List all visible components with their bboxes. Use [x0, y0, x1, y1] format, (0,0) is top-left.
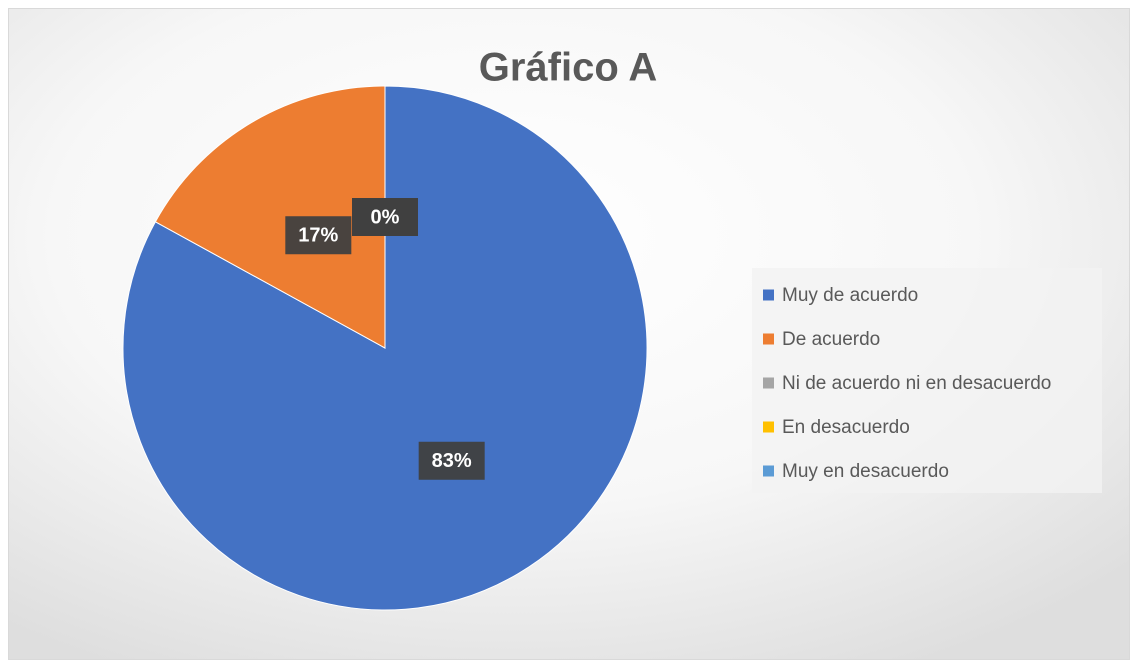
pie	[122, 85, 648, 611]
legend-swatch	[763, 421, 774, 433]
legend-swatch	[763, 289, 774, 301]
data-label: 83%	[432, 450, 472, 472]
data-labels: 83%17%0%0%0%	[285, 198, 485, 480]
pie-slice	[122, 85, 648, 611]
legend: Muy de acuerdo De acuerdo Ni de acuerdo ni…	[763, 285, 1051, 482]
legend-swatch	[763, 377, 774, 389]
legend-label: De acuerdo	[782, 329, 880, 350]
chart-title: Gráfico A	[479, 46, 658, 90]
data-label-box	[285, 216, 352, 255]
data-label-box	[418, 441, 485, 480]
legend-label: En desacuerdo	[782, 417, 910, 438]
legend-swatch	[763, 333, 774, 345]
data-label: 17%	[298, 225, 338, 247]
legend-swatch	[763, 465, 774, 477]
legend-label: Ni de acuerdo ni en desacuerdo	[782, 373, 1051, 394]
legend-label: Muy de acuerdo	[782, 285, 918, 306]
pie-slice	[154, 85, 386, 349]
data-label-box	[352, 198, 418, 236]
legend-label: Muy en desacuerdo	[782, 461, 949, 482]
legend-box	[752, 268, 1102, 493]
data-label: 0%	[371, 206, 400, 228]
